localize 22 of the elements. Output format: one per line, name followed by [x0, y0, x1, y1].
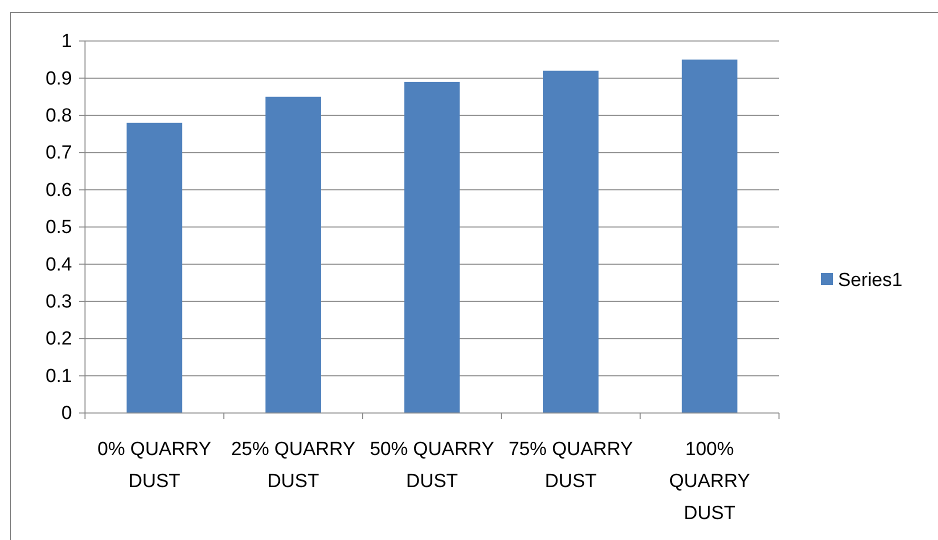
- y-tick-label: 0.7: [46, 142, 72, 164]
- bar: [543, 70, 599, 413]
- y-tick-label: 0.2: [46, 328, 72, 350]
- y-tick-label: 0.1: [46, 366, 72, 387]
- bar: [265, 96, 321, 413]
- bar: [126, 122, 182, 413]
- y-tick-label: 1: [61, 31, 72, 52]
- x-tick-label: 75% QUARRY DUST: [508, 439, 634, 492]
- bar: [682, 60, 738, 413]
- y-tick-label: 0.3: [46, 291, 72, 312]
- y-tick-label: 0.8: [46, 105, 72, 126]
- x-tick-label: 50% QUARRY DUST: [370, 439, 494, 492]
- y-tick-label: 0.4: [46, 254, 72, 276]
- legend-label: Series1: [838, 270, 902, 291]
- y-tick-label: 0.5: [46, 217, 72, 238]
- bar: [404, 82, 460, 413]
- x-tick-label: 0% QUARRY DUST: [98, 439, 212, 492]
- y-tick-label: 0: [61, 403, 72, 424]
- x-tick-label: 100% QUARRY DUST: [669, 439, 750, 524]
- x-tick-label: 25% QUARRY DUST: [231, 439, 356, 492]
- y-tick-label: 0.9: [46, 68, 72, 90]
- y-tick-label: 0.6: [46, 180, 72, 201]
